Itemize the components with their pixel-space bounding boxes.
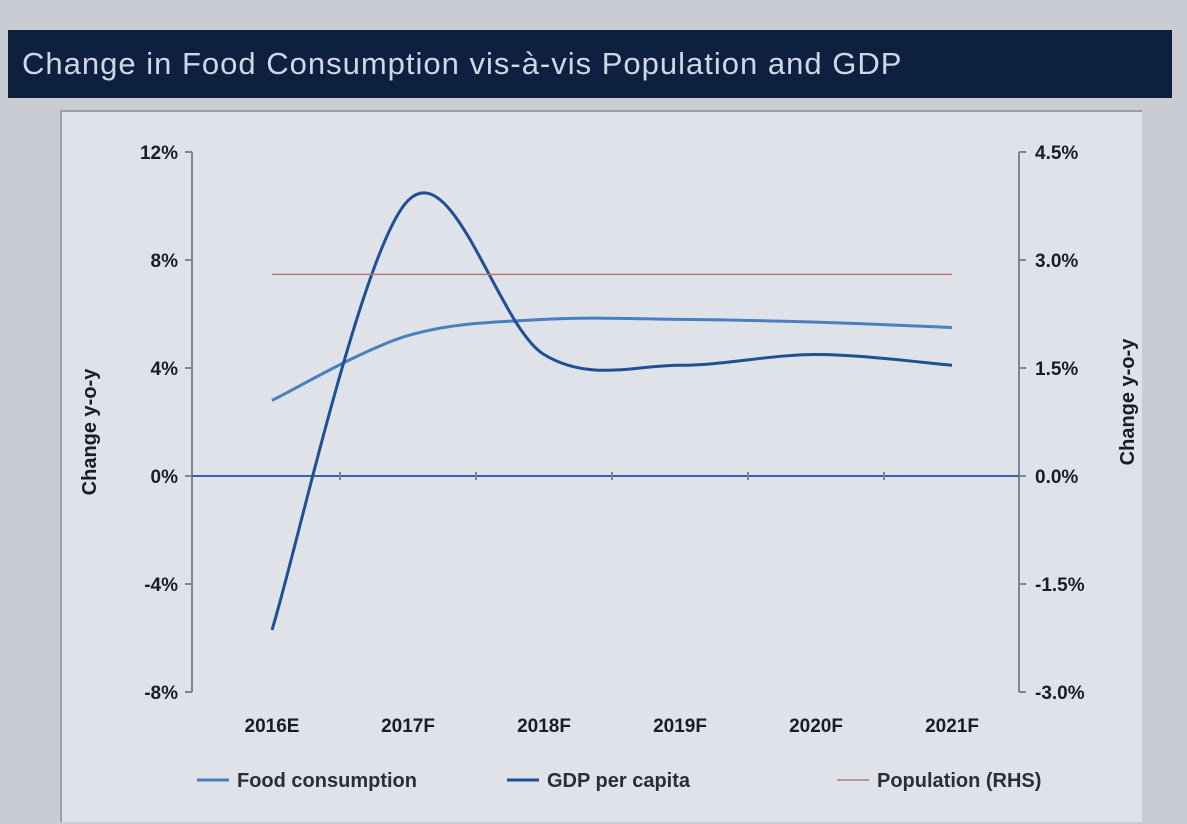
series-line-food-consumption — [271, 316, 953, 402]
left-tick-label: 0% — [151, 467, 179, 488]
right-tick-label: 0.0% — [1035, 467, 1078, 488]
right-tick-label: 3.0% — [1035, 251, 1078, 272]
left-tick-label: -4% — [144, 575, 178, 596]
legend-label: GDP per capita — [547, 770, 691, 792]
series-line-gdp-per-capita — [270, 191, 953, 631]
right-tick-label: -1.5% — [1035, 575, 1085, 596]
chart-panel: -8% -4% 0% 4% 8% 12% -3.0% -1.5% 0.0% 1.5% 3.0% 4.5… — [60, 110, 1142, 822]
legend-label: Population (RHS) — [877, 770, 1041, 792]
x-tick-label: 2020F — [789, 716, 843, 737]
x-tick-label: 2019F — [653, 716, 707, 737]
right-tick-label: 4.5% — [1035, 143, 1078, 164]
right-tick-label: 1.5% — [1035, 359, 1078, 380]
left-tick-label: -8% — [144, 683, 178, 704]
legend-label: Food consumption — [237, 770, 417, 792]
x-tick-label: 2016E — [245, 716, 300, 737]
chart-title: Change in Food Consumption vis-à-vis Pop… — [22, 46, 903, 81]
right-tick-label: -3.0% — [1035, 683, 1085, 704]
left-tick-label: 4% — [151, 359, 179, 380]
title-bar: Change in Food Consumption vis-à-vis Pop… — [8, 30, 1172, 98]
x-tick-label: 2017F — [381, 716, 435, 737]
x-tick-label: 2018F — [517, 716, 571, 737]
right-axis-title: Change y-o-y — [1117, 338, 1139, 466]
left-tick-label: 8% — [151, 251, 179, 272]
left-axis-title: Change y-o-y — [79, 368, 101, 496]
x-tick-label: 2021F — [925, 716, 979, 737]
line-chart: -8% -4% 0% 4% 8% 12% -3.0% -1.5% 0.0% 1.5% 3.0% 4.5… — [79, 143, 1139, 792]
left-tick-label: 12% — [140, 143, 178, 164]
